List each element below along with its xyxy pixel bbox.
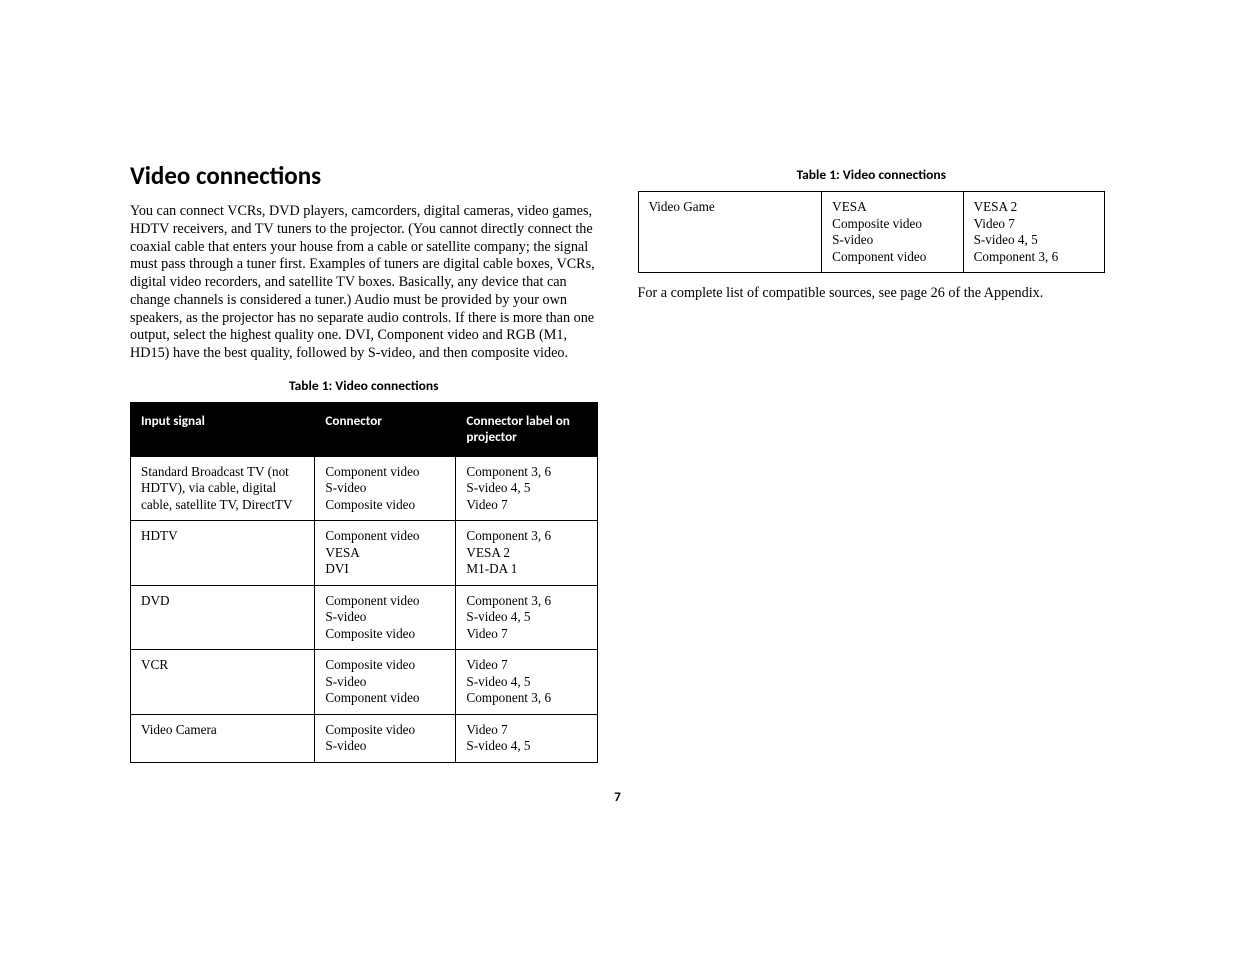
intro-paragraph: You can connect VCRs, DVD players, camco… <box>130 203 598 363</box>
table-cell: Component videoS-videoComposite video <box>315 585 456 650</box>
th-connector: Connector <box>315 402 456 456</box>
table-row: DVDComponent videoS-videoComposite video… <box>131 585 598 650</box>
table1-caption: Table 1: Video connections <box>130 377 598 394</box>
table-cell: Video Camera <box>131 714 315 762</box>
table-row: Video GameVESAComposite videoS-videoComp… <box>638 192 1105 273</box>
th-input-signal: Input signal <box>131 402 315 456</box>
table-cell: Video 7S-video 4, 5 <box>456 714 597 762</box>
table-cell: VCR <box>131 650 315 715</box>
table-cell: Standard Broadcast TV (not HDTV), via ca… <box>131 456 315 521</box>
table-cell: DVD <box>131 585 315 650</box>
table-cell: Composite videoS-video <box>315 714 456 762</box>
table-video-connections-right: Video GameVESAComposite videoS-videoComp… <box>638 191 1106 273</box>
section-heading: Video connections <box>130 160 598 191</box>
left-column: Video connections You can connect VCRs, … <box>130 160 598 763</box>
table-row: HDTVComponent videoVESADVIComponent 3, 6… <box>131 521 598 586</box>
right-column: Table 1: Video connections Video GameVES… <box>638 160 1106 763</box>
table-cell: Component videoVESADVI <box>315 521 456 586</box>
table-row: Video CameraComposite videoS-videoVideo … <box>131 714 598 762</box>
table-header-row: Input signal Connector Connector label o… <box>131 402 598 456</box>
table-cell: Component videoS-videoComposite video <box>315 456 456 521</box>
table1-body: Standard Broadcast TV (not HDTV), via ca… <box>131 456 598 762</box>
closing-paragraph: For a complete list of compatible source… <box>638 285 1106 303</box>
table-cell: Video Game <box>638 192 822 273</box>
table-cell: VESAComposite videoS-videoComponent vide… <box>822 192 963 273</box>
table-cell: Video 7S-video 4, 5Component 3, 6 <box>456 650 597 715</box>
th-connector-label: Connector label on projector <box>456 402 597 456</box>
table-row: Standard Broadcast TV (not HDTV), via ca… <box>131 456 598 521</box>
table-video-connections-left: Input signal Connector Connector label o… <box>130 402 598 763</box>
table2-caption: Table 1: Video connections <box>638 166 1106 183</box>
page-number: 7 <box>0 790 1235 805</box>
table-cell: Component 3, 6S-video 4, 5Video 7 <box>456 585 597 650</box>
table-cell: HDTV <box>131 521 315 586</box>
table-cell: VESA 2Video 7S-video 4, 5Component 3, 6 <box>963 192 1104 273</box>
table2-body: Video GameVESAComposite videoS-videoComp… <box>638 192 1105 273</box>
table-cell: Component 3, 6S-video 4, 5Video 7 <box>456 456 597 521</box>
table-cell: Component 3, 6VESA 2M1-DA 1 <box>456 521 597 586</box>
table-row: VCRComposite videoS-videoComponent video… <box>131 650 598 715</box>
page-content: Video connections You can connect VCRs, … <box>0 0 1235 763</box>
table-cell: Composite videoS-videoComponent video <box>315 650 456 715</box>
